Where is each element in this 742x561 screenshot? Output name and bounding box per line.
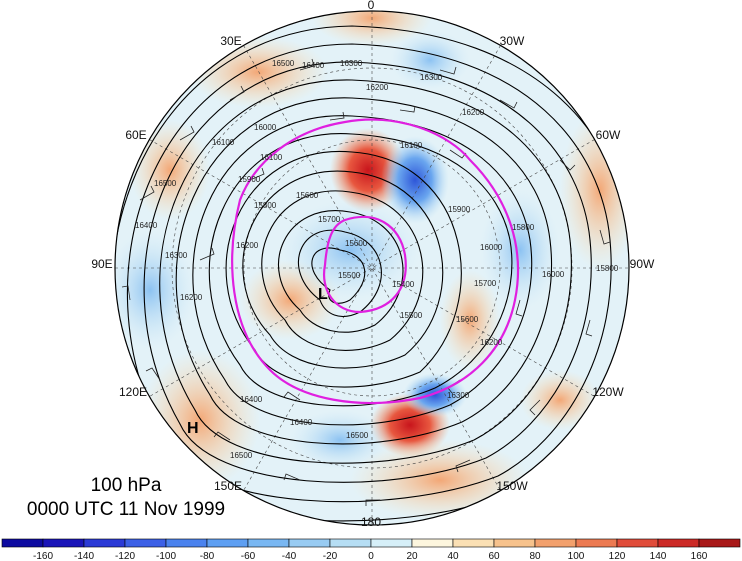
low-pressure-marker: L bbox=[318, 286, 328, 303]
contour-label: 16200 bbox=[366, 83, 389, 92]
colorbar-tick-label: -60 bbox=[241, 551, 256, 561]
colorbar-tick-label: 40 bbox=[447, 551, 459, 561]
plot-title: 100 hPa 0000 UTC 11 Nov 1999 bbox=[6, 474, 246, 522]
colorbar-tick-label: -120 bbox=[115, 551, 135, 561]
contour-label: 16200 bbox=[180, 293, 203, 302]
contour-label: 16500 bbox=[154, 179, 177, 188]
colorbar-box bbox=[42, 538, 85, 548]
colorbar-tick-label: -160 bbox=[33, 551, 53, 561]
colorbar-box bbox=[206, 538, 249, 548]
contour-label: 16000 bbox=[542, 270, 565, 279]
contour-label: 15800 bbox=[254, 201, 277, 210]
wind-barbs bbox=[121, 58, 611, 506]
contour-label: 15800 bbox=[512, 223, 535, 232]
colorbar-tick-label: -100 bbox=[156, 551, 176, 561]
lon-label-30w: 30W bbox=[500, 34, 525, 48]
contour-label: 15700 bbox=[474, 279, 497, 288]
contour-label: 15800 bbox=[596, 264, 619, 273]
colorbar-box bbox=[411, 538, 454, 548]
jet-axis bbox=[231, 118, 520, 404]
contour-label: 16000 bbox=[480, 243, 503, 252]
contour-label: 16400 bbox=[135, 221, 158, 230]
lon-label-0: 0 bbox=[368, 0, 375, 12]
contour-label: 15500 bbox=[400, 311, 423, 320]
contour-label: 15600 bbox=[456, 315, 479, 324]
colorbar-box bbox=[698, 538, 741, 548]
colorbar-tick-label: 100 bbox=[568, 551, 585, 561]
contour-label: 16200 bbox=[480, 338, 503, 347]
contour-label: 16500 bbox=[272, 59, 295, 68]
contour-label: 16300 bbox=[165, 251, 188, 260]
lon-label-90e: 90E bbox=[91, 257, 112, 271]
contour-label: 15600 bbox=[345, 239, 368, 248]
colorbar: -160 -140 -120 -100 -80 -60 -40 -20 0 20 40 60 80 100… bbox=[1, 538, 741, 561]
contour-label: 15900 bbox=[238, 175, 261, 184]
lon-label-180: 180 bbox=[361, 515, 381, 529]
pressure-level: 100 hPa bbox=[90, 475, 162, 496]
colorbar-box bbox=[575, 538, 618, 548]
lon-label-120w: 120W bbox=[592, 385, 624, 399]
anomaly-shading bbox=[115, 11, 629, 525]
contour-label: 16000 bbox=[254, 123, 277, 132]
high-pressure-marker: H bbox=[187, 420, 199, 437]
colorbar-box bbox=[124, 538, 167, 548]
polar-map: 16500 16400 16300 16200 16100 16000 15900 15800… bbox=[91, 0, 655, 529]
colorbar-tick-label: 160 bbox=[691, 551, 708, 561]
contour-label: 15900 bbox=[448, 205, 471, 214]
contour-label: 16300 bbox=[447, 391, 470, 400]
colorbar-box bbox=[452, 538, 495, 548]
colorbar-tick-label: 140 bbox=[650, 551, 667, 561]
contour-label: 16300 bbox=[420, 73, 443, 82]
contour-label: 16200 bbox=[462, 108, 485, 117]
lon-label-60w: 60W bbox=[596, 128, 621, 142]
contour-labels: 16500 16400 16300 16200 16100 16000 15900 15800… bbox=[135, 59, 619, 460]
colorbar-tick-label: 20 bbox=[406, 551, 418, 561]
contour-label: 16500 bbox=[230, 451, 253, 460]
colorbar-box bbox=[493, 538, 536, 548]
lon-label-150w: 150W bbox=[496, 479, 528, 493]
contour-label: 16400 bbox=[290, 418, 313, 427]
colorbar-boxes bbox=[1, 538, 741, 548]
lon-label-60e: 60E bbox=[125, 128, 146, 142]
colorbar-box bbox=[370, 538, 413, 548]
colorbar-tick-labels: -160 -140 -120 -100 -80 -60 -40 -20 0 20 40 60 80 100… bbox=[33, 551, 708, 561]
map-boundary bbox=[114, 10, 630, 526]
colorbar-box bbox=[1, 538, 44, 548]
lon-label-90w: 90W bbox=[630, 257, 655, 271]
colorbar-tick-label: 60 bbox=[488, 551, 500, 561]
contour-label: 15600 bbox=[296, 191, 319, 200]
colorbar-tick-label: 80 bbox=[529, 551, 541, 561]
graticule bbox=[115, 11, 629, 525]
contour-label: 16300 bbox=[340, 59, 363, 68]
colorbar-tick-label: 120 bbox=[609, 551, 626, 561]
colorbar-tick-label: -140 bbox=[74, 551, 94, 561]
colorbar-box bbox=[534, 538, 577, 548]
contour-label: 16100 bbox=[212, 138, 235, 147]
contour-label: 16100 bbox=[400, 141, 423, 150]
lon-label-30e: 30E bbox=[220, 34, 241, 48]
contour-label: 15500 bbox=[338, 271, 361, 280]
colorbar-box bbox=[616, 538, 659, 548]
colorbar-box bbox=[329, 538, 372, 548]
contour-label: 16400 bbox=[302, 61, 325, 70]
contour-label: 15700 bbox=[318, 215, 341, 224]
contour-label: 15400 bbox=[392, 280, 415, 289]
contour-label: 16400 bbox=[240, 395, 263, 404]
valid-time: 0000 UTC 11 Nov 1999 bbox=[26, 499, 226, 520]
colorbar-tick-label: -40 bbox=[282, 551, 297, 561]
colorbar-tick-label: -20 bbox=[323, 551, 338, 561]
colorbar-box bbox=[247, 538, 290, 548]
contour-label: 16100 bbox=[260, 153, 283, 162]
colorbar-box bbox=[165, 538, 208, 548]
colorbar-box bbox=[288, 538, 331, 548]
contour-label: 16200 bbox=[236, 241, 259, 250]
lon-label-120e: 120E bbox=[119, 385, 147, 399]
lon-label-150e: 150E bbox=[214, 479, 242, 493]
colorbar-box bbox=[83, 538, 126, 548]
contour-label: 16500 bbox=[346, 431, 369, 440]
colorbar-tick-label: 0 bbox=[368, 551, 374, 561]
colorbar-box bbox=[657, 538, 700, 548]
colorbar-tick-label: -80 bbox=[200, 551, 215, 561]
